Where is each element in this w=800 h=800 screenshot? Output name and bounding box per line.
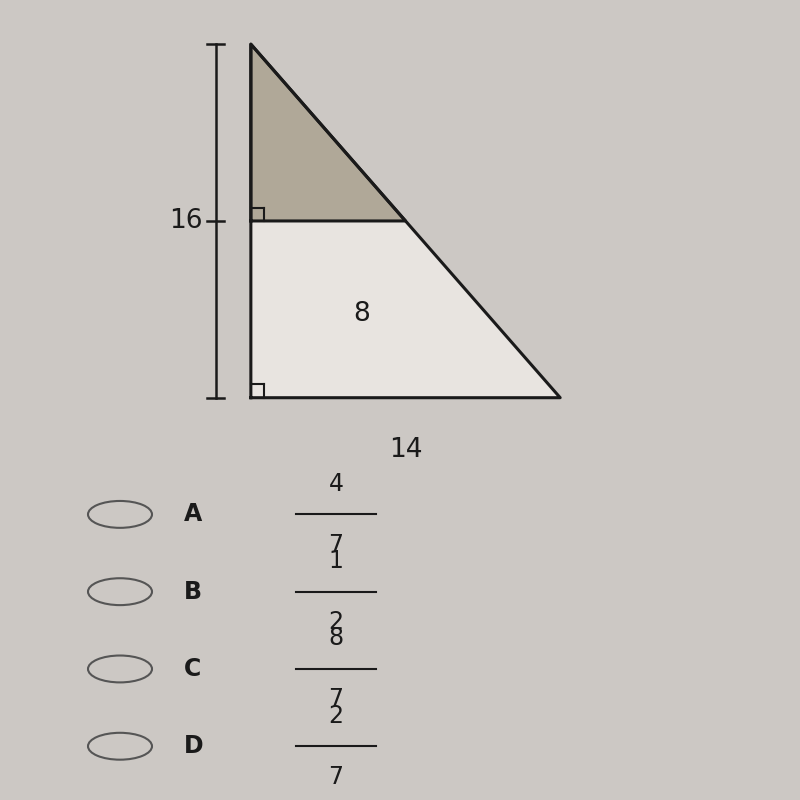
Text: 7: 7 (329, 765, 343, 789)
Text: 4: 4 (329, 472, 343, 496)
Text: 8: 8 (353, 301, 370, 326)
Text: 2: 2 (329, 704, 343, 728)
Polygon shape (251, 44, 560, 398)
Text: A: A (184, 502, 202, 526)
Polygon shape (251, 44, 406, 221)
Text: 1: 1 (329, 549, 343, 573)
Text: D: D (184, 734, 204, 758)
Text: 16: 16 (169, 208, 202, 234)
Text: 2: 2 (329, 610, 343, 634)
Text: B: B (184, 580, 202, 604)
Text: 14: 14 (389, 438, 422, 463)
Text: C: C (184, 657, 202, 681)
Text: 7: 7 (329, 687, 343, 711)
Text: 7: 7 (329, 533, 343, 557)
Text: 8: 8 (329, 626, 343, 650)
